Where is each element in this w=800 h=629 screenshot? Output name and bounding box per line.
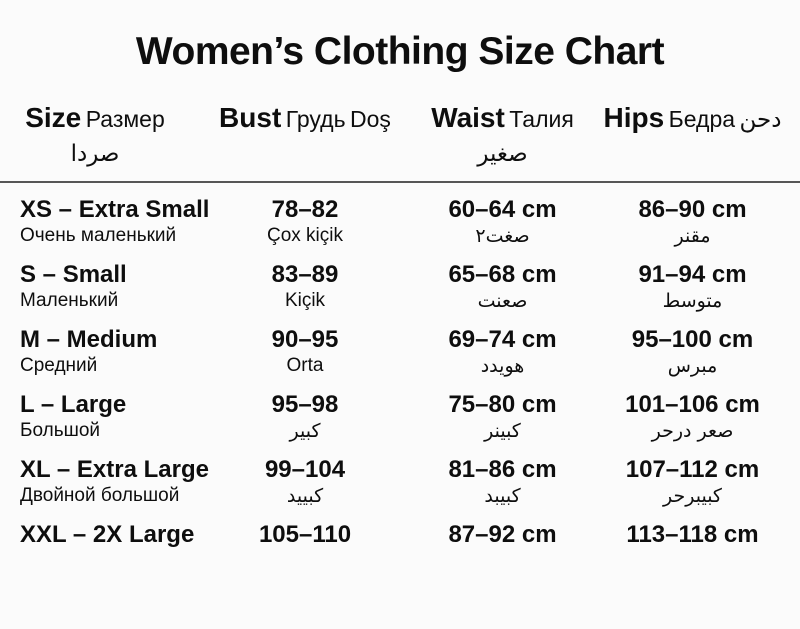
- table-body: XS – Extra Small Очень маленький 78–82 Ç…: [0, 183, 800, 549]
- bust-translation: Kiçik: [284, 290, 326, 312]
- bust-cell: 105–110: [190, 521, 420, 549]
- hips-cell: 101–106 cm صعر درحر: [585, 391, 800, 443]
- column-label-ru: Размер: [85, 106, 165, 133]
- column-label-translated: صردا: [70, 141, 120, 168]
- bust-cell: 95–98 كبير: [190, 391, 420, 443]
- bust-cell: 90–95 Orta: [190, 326, 420, 378]
- hips-cell: 86–90 cm مقنر: [585, 196, 800, 248]
- waist-cell: 60–64 cm صغت٢: [420, 196, 585, 248]
- waist-translation: صعنت: [477, 290, 528, 313]
- column-label-translated: صغير: [477, 141, 528, 168]
- bust-translation: Çox kiçik: [266, 225, 343, 247]
- size-value: L – Large: [20, 391, 127, 419]
- waist-value: 69–74 cm: [448, 326, 557, 354]
- bust-value: 83–89: [271, 261, 339, 289]
- hips-value: 91–94 cm: [638, 261, 747, 289]
- size-value: XXL – 2X Large: [20, 521, 195, 549]
- hips-value: 95–100 cm: [631, 326, 754, 354]
- size-cell: M – Medium Средний: [0, 326, 190, 378]
- size-cell: L – Large Большой: [0, 391, 190, 443]
- bust-value: 99–104: [264, 456, 346, 484]
- column-header-waist: Waist Талия صغير: [420, 100, 585, 172]
- waist-value: 87–92 cm: [448, 521, 557, 549]
- waist-cell: 81–86 cm كبيبد: [420, 456, 585, 508]
- size-cell: XL – Extra Large Двойной большой: [0, 456, 209, 508]
- bust-cell: 99–104 كبييد: [190, 456, 420, 508]
- hips-value: 113–118 cm: [626, 521, 759, 549]
- column-label-ru: Талия: [509, 106, 574, 133]
- hips-translation: مقنر: [674, 225, 711, 248]
- waist-value: 75–80 cm: [448, 391, 557, 419]
- column-label-translated: دحن: [739, 107, 782, 134]
- table-header: Size Размер صردا Bust Грудь Doş Waist Та…: [0, 100, 800, 172]
- hips-value: 107–112 cm: [625, 456, 760, 484]
- bust-translation: كبير: [289, 420, 321, 443]
- column-label-en: Bust: [219, 102, 282, 134]
- hips-cell: 91–94 cm متوسط: [585, 261, 800, 313]
- table-row: XS – Extra Small Очень маленький 78–82 Ç…: [0, 183, 800, 248]
- size-value: S – Small: [20, 261, 127, 289]
- column-header-bust: Bust Грудь Doş: [190, 100, 420, 172]
- waist-translation: صغت٢: [475, 225, 530, 248]
- column-header-hips: Hips Бедра دحن: [585, 100, 800, 172]
- bust-value: 105–110: [258, 521, 352, 549]
- size-value: XL – Extra Large: [20, 456, 209, 484]
- size-value: XS – Extra Small: [20, 196, 210, 224]
- table-row: L – Large Большой 95–98 كبير 75–80 cm كب…: [0, 378, 800, 443]
- hips-translation: مبرس: [667, 355, 718, 378]
- hips-value: 101–106 cm: [625, 391, 760, 419]
- column-header-size: Size Размер صردا: [0, 100, 190, 172]
- bust-translation: كبييد: [286, 485, 324, 508]
- bust-value: 95–98: [271, 391, 339, 419]
- hips-cell: 95–100 cm مبرس: [585, 326, 800, 378]
- size-translation: Средний: [20, 355, 98, 377]
- header-divider: [0, 181, 800, 184]
- table-row: XL – Extra Large Двойной большой 99–104 …: [0, 443, 800, 508]
- size-value: M – Medium: [20, 326, 158, 354]
- hips-value: 86–90 cm: [638, 196, 747, 224]
- size-cell: XS – Extra Small Очень маленький: [0, 196, 210, 248]
- bust-translation: Orta: [286, 355, 324, 377]
- column-label-translated: Doş: [350, 106, 391, 133]
- bust-value: 78–82: [271, 196, 339, 224]
- hips-translation: كبيبرحر: [663, 485, 722, 508]
- waist-value: 81–86 cm: [448, 456, 557, 484]
- table-row: M – Medium Средний 90–95 Orta 69–74 cm ه…: [0, 313, 800, 378]
- hips-cell: 113–118 cm: [585, 521, 800, 549]
- column-label-en: Hips: [603, 102, 665, 134]
- table-row: S – Small Маленький 83–89 Kiçik 65–68 cm…: [0, 248, 800, 313]
- column-label-en: Waist: [431, 102, 505, 134]
- bust-cell: 78–82 Çox kiçik: [190, 196, 420, 248]
- size-cell: XXL – 2X Large: [0, 521, 195, 549]
- column-label-en: Size: [25, 102, 82, 134]
- column-label-ru: Бедра: [668, 106, 736, 133]
- waist-cell: 75–80 cm كبينر: [420, 391, 585, 443]
- column-label-ru: Грудь: [285, 106, 346, 133]
- size-translation: Большой: [20, 420, 101, 442]
- hips-cell: 107–112 cm كبيبرحر: [585, 456, 800, 508]
- page-title: Women’s Clothing Size Chart: [135, 30, 665, 73]
- size-translation: Двойной большой: [20, 485, 180, 507]
- waist-value: 65–68 cm: [448, 261, 557, 289]
- waist-cell: 87–92 cm: [420, 521, 585, 549]
- waist-value: 60–64 cm: [448, 196, 557, 224]
- size-translation: Очень маленький: [20, 225, 177, 247]
- size-cell: S – Small Маленький: [0, 261, 190, 313]
- table-row: XXL – 2X Large 105–110 87–92 cm 113–118 …: [0, 508, 800, 549]
- bust-value: 90–95: [271, 326, 339, 354]
- waist-translation: كبيبد: [484, 485, 521, 508]
- waist-cell: 65–68 cm صعنت: [420, 261, 585, 313]
- waist-cell: 69–74 cm هويدد: [420, 326, 585, 378]
- bust-cell: 83–89 Kiçik: [190, 261, 420, 313]
- hips-translation: متوسط: [662, 290, 723, 313]
- size-translation: Маленький: [20, 290, 119, 312]
- hips-translation: صعر درحر: [651, 420, 734, 443]
- waist-translation: هويدد: [480, 355, 525, 378]
- waist-translation: كبينر: [484, 420, 521, 443]
